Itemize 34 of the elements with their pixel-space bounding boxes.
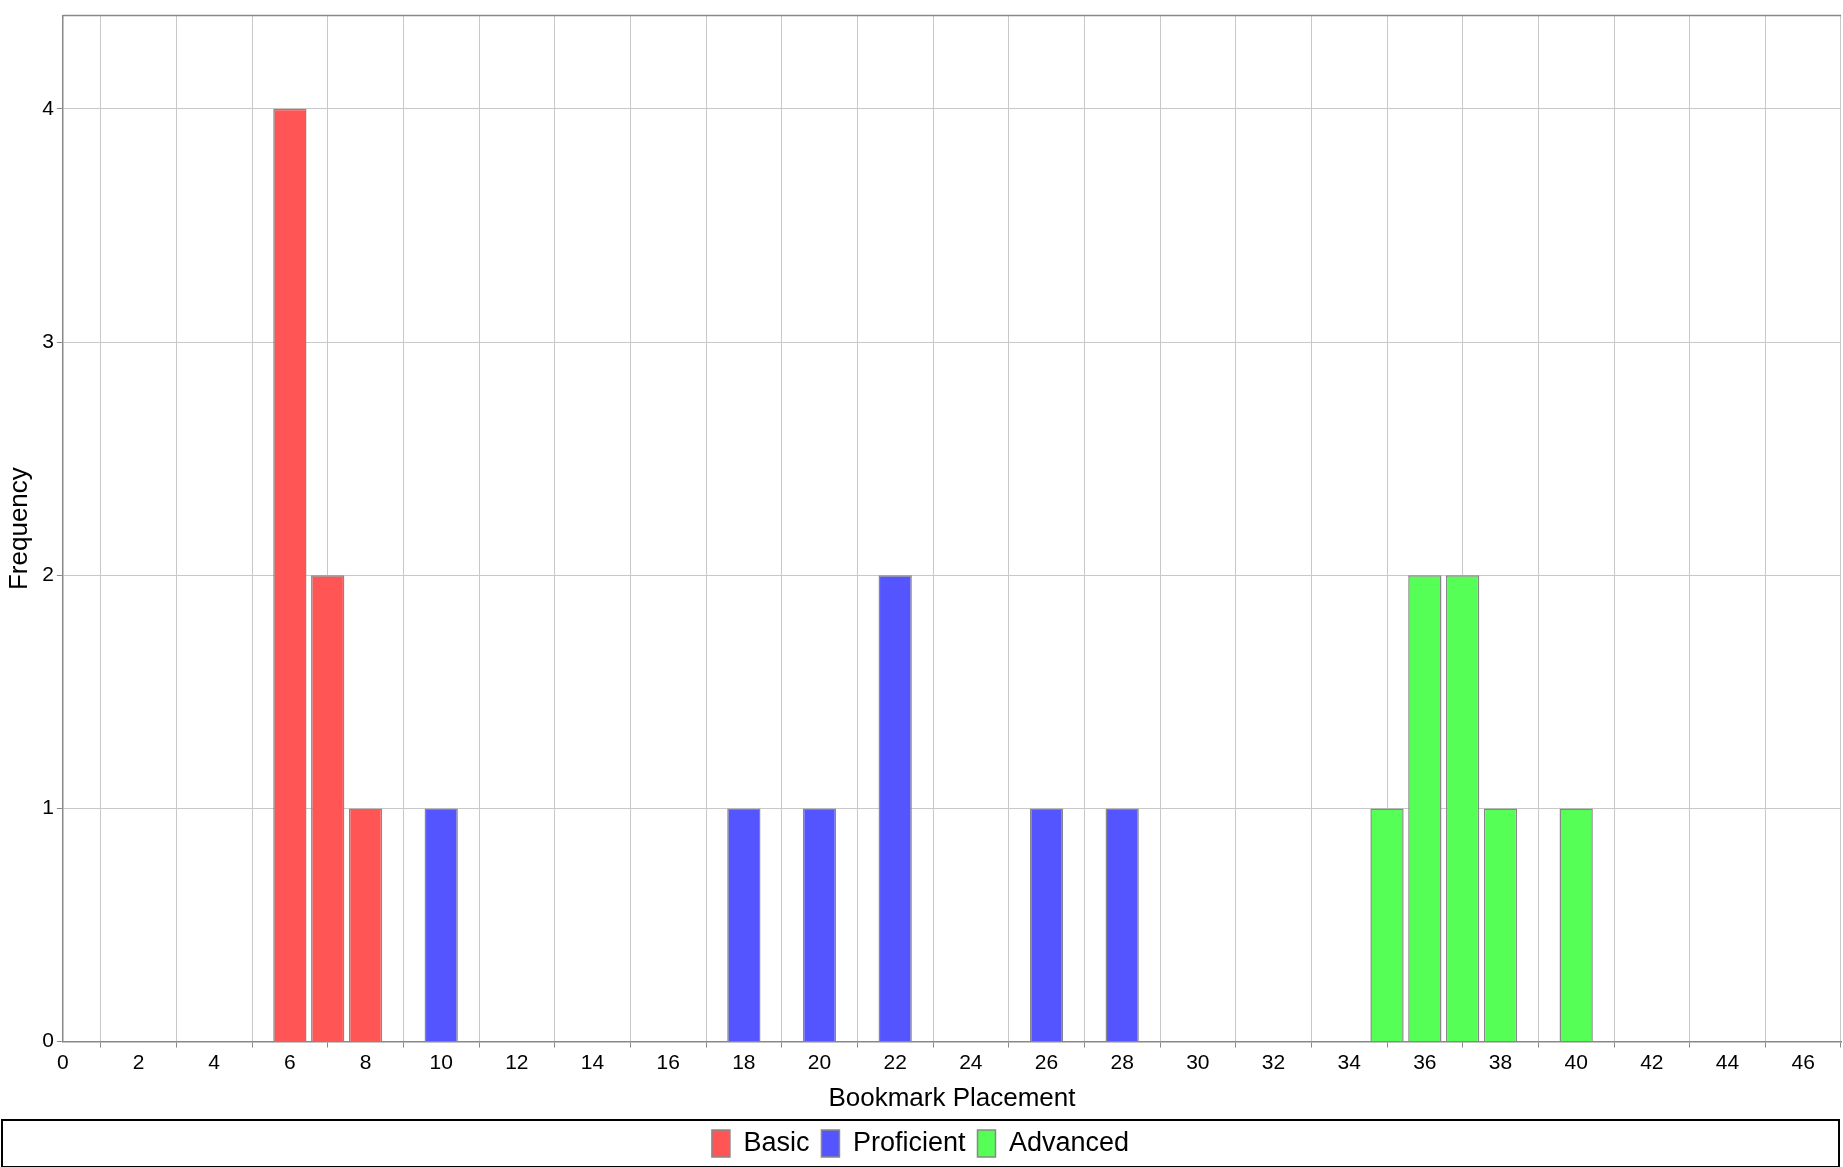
x-tick-label: 36 xyxy=(1413,1050,1437,1073)
x-tick-label: 46 xyxy=(1791,1050,1815,1073)
y-tick-label: 1 xyxy=(42,795,54,819)
x-tick-label: 40 xyxy=(1564,1050,1588,1073)
x-tick-label: 8 xyxy=(359,1050,372,1073)
x-tick-label: 16 xyxy=(656,1050,680,1073)
legend-label: Basic xyxy=(743,1126,810,1157)
legend-label: Proficient xyxy=(852,1126,966,1157)
x-tick-label: 24 xyxy=(959,1050,983,1073)
x-tick-label: 18 xyxy=(732,1050,756,1073)
x-tick-label: 0 xyxy=(57,1050,69,1073)
x-tick-label: 20 xyxy=(807,1050,832,1073)
x-tick-label: 44 xyxy=(1715,1050,1740,1073)
x-tick-label: 14 xyxy=(580,1050,605,1073)
x-tick-label: 2 xyxy=(132,1050,145,1073)
x-tick-label: 28 xyxy=(1110,1050,1134,1073)
x-tick-label: 22 xyxy=(883,1050,907,1073)
x-tick-label: 30 xyxy=(1186,1050,1210,1073)
x-tick-label: 26 xyxy=(1034,1050,1059,1073)
x-tick-label: 4 xyxy=(208,1050,221,1073)
x-tick-label: 12 xyxy=(505,1050,529,1073)
x-tick-label: 6 xyxy=(284,1050,296,1073)
x-tick-label: 32 xyxy=(1261,1050,1286,1073)
legend-label: Advanced xyxy=(1008,1126,1130,1157)
x-axis-title: Bookmark Placement xyxy=(828,1081,1077,1112)
y-tick-label: 2 xyxy=(42,562,54,586)
x-tick-label: 34 xyxy=(1337,1050,1362,1073)
y-tick-label: 3 xyxy=(42,328,54,352)
x-tick-label: 42 xyxy=(1640,1050,1664,1073)
y-tick-label: 0 xyxy=(42,1028,54,1052)
x-tick-label: 38 xyxy=(1488,1050,1513,1073)
y-tick-label: 4 xyxy=(42,95,55,119)
x-tick-label: 10 xyxy=(429,1050,453,1073)
y-axis-title: Frequency xyxy=(2,467,33,591)
